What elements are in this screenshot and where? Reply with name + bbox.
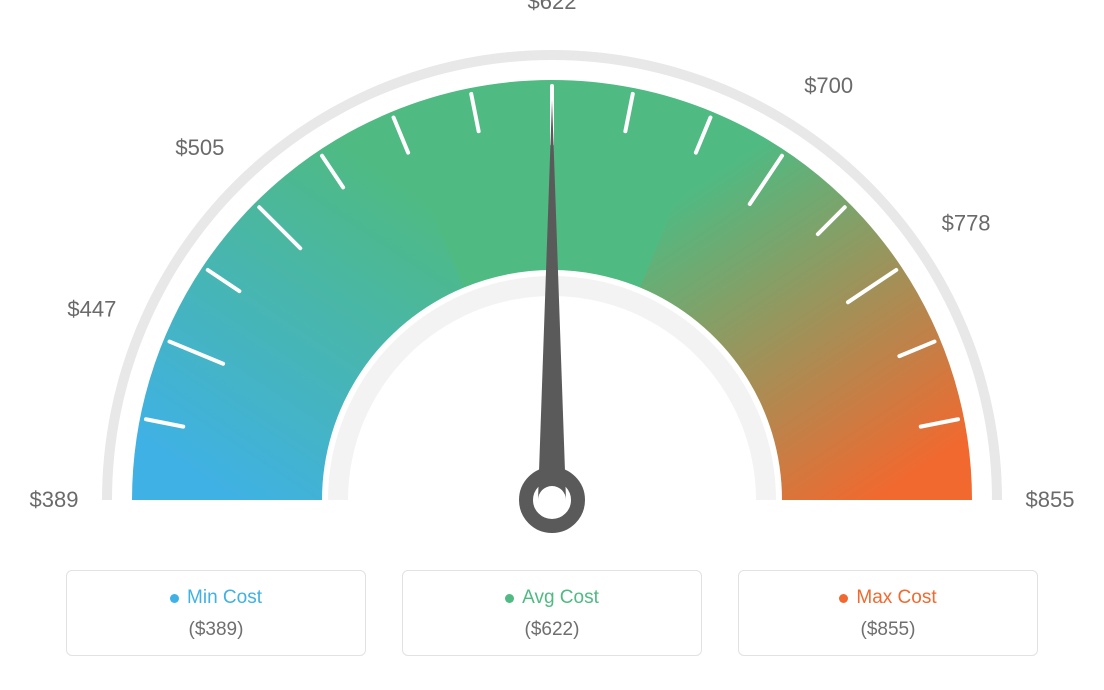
gauge-chart: $389 $447 $505 $622 $700 $778 $855 <box>0 0 1104 560</box>
legend-title-avg: Avg Cost <box>505 587 599 609</box>
legend-row: Min Cost ($389) Avg Cost ($622) Max Cost… <box>0 570 1104 656</box>
legend-box-min: Min Cost ($389) <box>66 570 366 656</box>
legend-value-max: ($855) <box>749 619 1027 641</box>
svg-text:$700: $700 <box>804 73 853 98</box>
legend-box-max: Max Cost ($855) <box>738 570 1038 656</box>
svg-text:$622: $622 <box>528 0 577 14</box>
svg-text:$855: $855 <box>1026 487 1075 512</box>
svg-text:$447: $447 <box>67 296 116 321</box>
legend-title-avg-label: Avg Cost <box>522 587 599 609</box>
svg-text:$389: $389 <box>30 487 79 512</box>
legend-title-min-label: Min Cost <box>187 587 262 609</box>
legend-dot-avg <box>505 594 514 603</box>
svg-text:$505: $505 <box>175 135 224 160</box>
legend-title-min: Min Cost <box>170 587 262 609</box>
legend-box-avg: Avg Cost ($622) <box>402 570 702 656</box>
legend-dot-max <box>839 594 848 603</box>
legend-title-max-label: Max Cost <box>856 587 936 609</box>
legend-value-min: ($389) <box>77 619 355 641</box>
gauge-svg: $389 $447 $505 $622 $700 $778 $855 <box>0 0 1104 560</box>
svg-text:$778: $778 <box>942 210 991 235</box>
legend-dot-min <box>170 594 179 603</box>
legend-title-max: Max Cost <box>839 587 936 609</box>
legend-value-avg: ($622) <box>413 619 691 641</box>
